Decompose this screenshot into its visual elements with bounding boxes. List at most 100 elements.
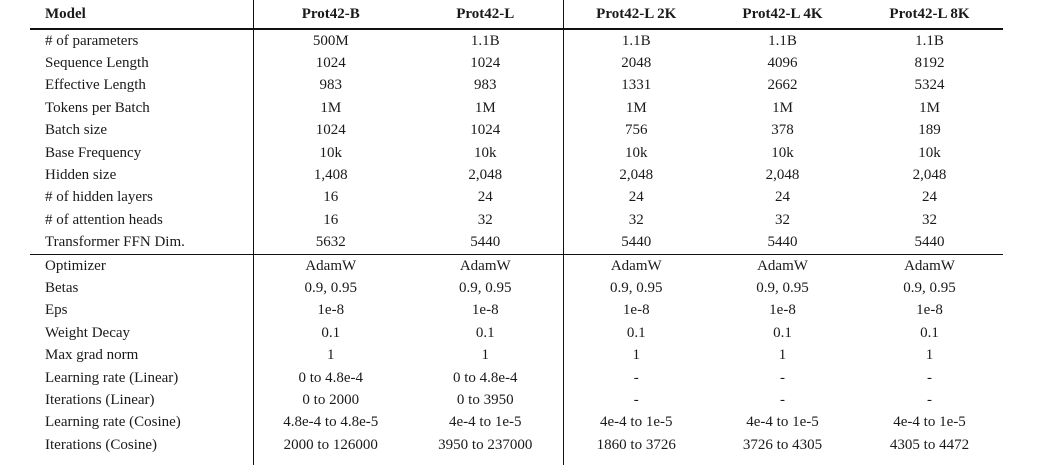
cell: 0 to 4.8e-4 xyxy=(298,369,364,386)
cell: 1M xyxy=(772,99,793,116)
table-row-batch-size: Batch size 1024 1024 756 378 189 xyxy=(30,119,1003,142)
cell: 32 xyxy=(922,211,937,228)
cell: 756 xyxy=(625,122,648,139)
cell: 1e-8 xyxy=(622,302,650,319)
row-label: Sequence Length xyxy=(30,52,254,75)
cell: 1M xyxy=(919,99,940,116)
column-header-prot42-l-4k: Prot42-L 4K xyxy=(709,0,856,30)
row-label: Hidden size xyxy=(30,164,254,187)
row-label: Learning rate (Cosine) xyxy=(30,411,254,435)
cell: 24 xyxy=(922,189,937,206)
cell: 1024 xyxy=(408,119,564,142)
cell: 2000 to 126000 xyxy=(283,437,378,454)
table-row-eps: Eps 1e-8 1e-8 1e-8 1e-8 1e-8 xyxy=(30,299,1003,323)
cell: 5440 xyxy=(914,234,945,251)
row-label: Tokens per Batch xyxy=(30,97,254,120)
cell: 1.1B xyxy=(915,32,944,49)
cell: 1 xyxy=(925,347,934,364)
cell: 5440 xyxy=(621,234,652,251)
table-row-learning-rate-cosine: Learning rate (Cosine) 4.8e-4 to 4.8e-5 4e… xyxy=(30,411,1003,435)
cell: 0 to 2000 xyxy=(302,391,360,408)
cell: 983 xyxy=(408,74,564,98)
table-row-tokens-per-batch: Tokens per Batch 1M 1M 1M 1M 1M xyxy=(30,97,1003,120)
cell: 3726 to 4305 xyxy=(742,437,823,454)
cell: 2662 xyxy=(767,77,798,94)
cell: 2,048 xyxy=(408,164,564,187)
cell: 10k xyxy=(408,141,564,165)
cell: 500M xyxy=(312,32,349,49)
cell: 24 xyxy=(628,189,644,206)
cell: 32 xyxy=(628,211,644,228)
column-header-prot42-l-2k: Prot42-L 2K xyxy=(563,0,709,30)
header-row: Model Prot42-B Prot42-L Prot42-L 2K Prot42-L… xyxy=(30,0,1003,30)
cell: 10k xyxy=(918,144,941,161)
cell: 1 xyxy=(408,344,564,367)
row-label: Iterations (Linear) xyxy=(30,389,254,412)
column-header-model: Model xyxy=(30,0,254,30)
row-label: Learning rate (Linear) xyxy=(30,366,254,390)
cell: 4e-4 to 1e-5 xyxy=(408,411,564,435)
cell: 1024 xyxy=(408,52,564,75)
row-label: Transformer FFN Dim. xyxy=(30,231,254,255)
cell: 0.9, 0.95 xyxy=(304,279,358,296)
cell: - xyxy=(927,369,932,386)
cell: 1 xyxy=(778,347,787,364)
cell: 5440 xyxy=(767,234,798,251)
cell: 1e-8 xyxy=(769,302,796,319)
cell: 10k xyxy=(771,144,794,161)
cell: 0 to 3950 xyxy=(408,389,564,412)
cell: 1860 to 3726 xyxy=(596,437,676,454)
table-row-effective-length: Effective Length 983 983 1331 2662 5324 xyxy=(30,74,1003,98)
cell: 1e-8 xyxy=(317,302,345,319)
cell: 0.1 xyxy=(773,324,792,341)
cell: 10k xyxy=(319,144,343,161)
cell: - xyxy=(633,391,639,408)
cell: 1.1B xyxy=(408,29,564,53)
table-row-transformer-ffn-dim: Transformer FFN Dim. 5632 5440 5440 5440 5440 xyxy=(30,231,1003,255)
cell: AdamW xyxy=(253,253,408,278)
cell: 4096 xyxy=(767,55,798,72)
cell: 1M xyxy=(408,97,564,120)
table-header: Model Prot42-B Prot42-L Prot42-L 2K Prot42-L… xyxy=(30,0,1003,30)
cell: 0.9, 0.95 xyxy=(408,277,564,300)
row-label: Batch size xyxy=(30,119,254,142)
row-label: # of hidden layers xyxy=(30,186,254,210)
row-label: Iterations (Cosine) xyxy=(30,434,254,466)
hyperparameters-table: Model Prot42-B Prot42-L Prot42-L 2K Prot42-L… xyxy=(30,0,1003,466)
cell: 0.1 xyxy=(920,324,939,341)
cell: 1.1B xyxy=(621,32,651,49)
table-row-hidden-size: Hidden size 1,408 2,048 2,048 2,048 2,048 xyxy=(30,164,1003,187)
cell: 32 xyxy=(775,211,790,228)
column-header-prot42-l-8k: Prot42-L 8K xyxy=(856,0,1003,30)
row-label: Betas xyxy=(30,277,254,300)
cell: 4e-4 to 1e-5 xyxy=(746,414,819,431)
table-row-weight-decay: Weight Decay 0.1 0.1 0.1 0.1 0.1 xyxy=(30,322,1003,345)
cell: 1.1B xyxy=(768,32,797,49)
cell: 10k xyxy=(625,144,648,161)
table-body: # of parameters 500M 1.1B 1.1B 1.1B 1.1B Seque… xyxy=(30,29,1003,466)
table-row-sequence-length: Sequence Length 1024 1024 2048 4096 8192 xyxy=(30,52,1003,75)
table-row-of-hidden-layers: # of hidden layers 16 24 24 24 24 xyxy=(30,186,1003,210)
table-row-iterations-cosine: Iterations (Cosine) 2000 to 126000 3950 to… xyxy=(30,434,1003,466)
cell: 1e-8 xyxy=(408,299,564,323)
cell: 2,048 xyxy=(912,167,947,184)
row-label: # of attention heads xyxy=(30,209,254,232)
cell: 16 xyxy=(323,211,339,228)
table-row-optimizer: Optimizer AdamW AdamW AdamW AdamW AdamW xyxy=(30,253,1003,278)
cell: 16 xyxy=(323,189,339,206)
cell: 983 xyxy=(319,77,343,94)
cell: 4e-4 to 1e-5 xyxy=(600,414,673,431)
cell: 1,408 xyxy=(313,167,348,184)
cell: 1024 xyxy=(315,122,346,139)
cell: 8192 xyxy=(914,55,945,72)
cell: 1M xyxy=(320,99,342,116)
row-label: Eps xyxy=(30,299,254,323)
cell: 24 xyxy=(775,189,790,206)
row-label: Max grad norm xyxy=(30,344,254,367)
cell: 32 xyxy=(408,209,564,232)
cell: 0.1 xyxy=(408,322,564,345)
row-label: Base Frequency xyxy=(30,141,254,165)
cell: 2,048 xyxy=(765,167,800,184)
cell: 1024 xyxy=(315,55,346,72)
table-row-base-frequency: Base Frequency 10k 10k 10k 10k 10k xyxy=(30,141,1003,165)
